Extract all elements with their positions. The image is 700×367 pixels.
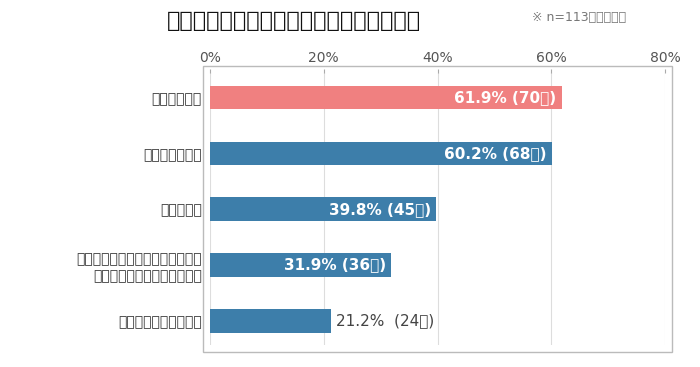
Bar xyxy=(210,86,562,109)
Text: 【図】生産性が向上している広告出稿業務: 【図】生産性が向上している広告出稿業務 xyxy=(167,11,421,31)
Bar xyxy=(210,309,330,333)
Bar xyxy=(210,197,436,221)
Text: 39.8% (45名): 39.8% (45名) xyxy=(328,202,430,217)
Text: 60.2% (68名): 60.2% (68名) xyxy=(444,146,547,161)
Text: ※ n=113／複数回答: ※ n=113／複数回答 xyxy=(532,11,626,24)
Bar xyxy=(210,253,391,277)
Text: 21.2%  (24名): 21.2% (24名) xyxy=(336,313,435,328)
Text: 61.9% (70名): 61.9% (70名) xyxy=(454,90,556,105)
Text: 31.9% (36名): 31.9% (36名) xyxy=(284,258,386,273)
Bar xyxy=(210,142,552,165)
